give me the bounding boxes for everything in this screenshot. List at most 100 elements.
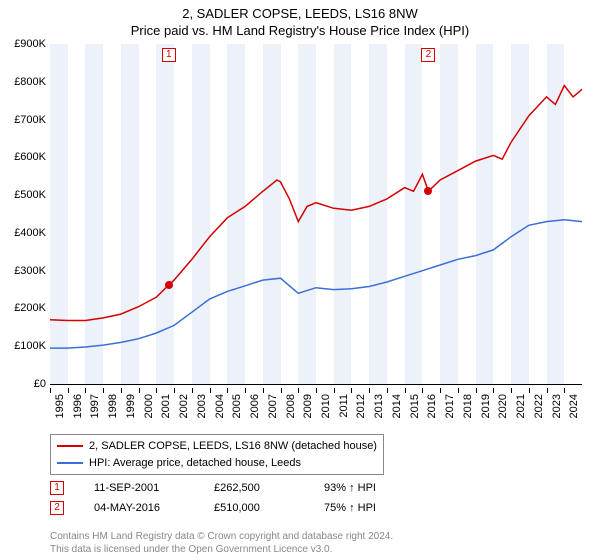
- x-tick: [103, 388, 104, 393]
- transaction-price: £262,500: [214, 482, 294, 494]
- x-tick: [351, 388, 352, 393]
- x-tick: [405, 388, 406, 393]
- x-axis-label: 2001: [160, 394, 172, 418]
- x-tick: [263, 388, 264, 393]
- x-tick: [139, 388, 140, 393]
- x-axis-label: 2003: [196, 394, 208, 418]
- x-tick: [422, 388, 423, 393]
- x-tick: [547, 388, 548, 393]
- transaction-marker: 2: [421, 48, 435, 62]
- x-axis-label: 2020: [497, 394, 509, 418]
- series-line-price_paid: [50, 86, 582, 321]
- x-axis-label: 2015: [409, 394, 421, 418]
- transaction-dot: [165, 281, 173, 289]
- x-axis-label: 2024: [568, 394, 580, 418]
- y-axis-label: £300K: [14, 265, 46, 277]
- y-axis-labels: £0£100K£200K£300K£400K£500K£600K£700K£80…: [0, 44, 48, 384]
- x-axis-label: 2013: [373, 394, 385, 418]
- transaction-badge: 1: [50, 481, 64, 495]
- legend-label-hpi: HPI: Average price, detached house, Leed…: [89, 455, 301, 472]
- x-tick: [529, 388, 530, 393]
- y-axis-label: £900K: [14, 38, 46, 50]
- x-tick: [476, 388, 477, 393]
- x-tick: [298, 388, 299, 393]
- transaction-row: 1 11-SEP-2001 £262,500 93% ↑ HPI: [50, 478, 404, 498]
- x-tick: [50, 388, 51, 393]
- legend-label-price: 2, SADLER COPSE, LEEDS, LS16 8NW (detach…: [89, 438, 377, 455]
- legend-row: 2, SADLER COPSE, LEEDS, LS16 8NW (detach…: [57, 438, 377, 455]
- x-axis-label: 2009: [302, 394, 314, 418]
- x-axis-label: 2005: [231, 394, 243, 418]
- footer-line1: Contains HM Land Registry data © Crown c…: [50, 530, 393, 543]
- footer-text: Contains HM Land Registry data © Crown c…: [50, 530, 393, 556]
- y-axis-label: £800K: [14, 76, 46, 88]
- title-sub: Price paid vs. HM Land Registry's House …: [0, 23, 600, 38]
- x-tick: [121, 388, 122, 393]
- transaction-hpi: 75% ↑ HPI: [324, 502, 404, 514]
- legend-swatch-hpi: [57, 462, 83, 464]
- x-axis-label: 2006: [249, 394, 261, 418]
- x-axis-label: 2008: [285, 394, 297, 418]
- x-tick: [493, 388, 494, 393]
- x-axis-label: 2016: [426, 394, 438, 418]
- transaction-row: 2 04-MAY-2016 £510,000 75% ↑ HPI: [50, 498, 404, 518]
- x-axis-label: 2002: [178, 394, 190, 418]
- x-axis-label: 2012: [355, 394, 367, 418]
- x-axis-label: 2014: [391, 394, 403, 418]
- y-axis-label: £400K: [14, 227, 46, 239]
- x-tick: [227, 388, 228, 393]
- x-axis-label: 1997: [89, 394, 101, 418]
- x-axis-label: 2017: [444, 394, 456, 418]
- chart-lines-svg: [50, 44, 582, 384]
- transaction-dot: [424, 187, 432, 195]
- legend-box: 2, SADLER COPSE, LEEDS, LS16 8NW (detach…: [50, 434, 384, 475]
- title-area: 2, SADLER COPSE, LEEDS, LS16 8NW Price p…: [0, 0, 600, 38]
- x-axis-label: 2010: [320, 394, 332, 418]
- transaction-hpi: 93% ↑ HPI: [324, 482, 404, 494]
- y-axis-label: £500K: [14, 189, 46, 201]
- x-axis-label: 2021: [515, 394, 527, 418]
- legend-row: HPI: Average price, detached house, Leed…: [57, 455, 377, 472]
- y-axis-label: £200K: [14, 302, 46, 314]
- x-tick: [334, 388, 335, 393]
- x-axis-label: 2000: [143, 394, 155, 418]
- transaction-price: £510,000: [214, 502, 294, 514]
- chart-container: 2, SADLER COPSE, LEEDS, LS16 8NW Price p…: [0, 0, 600, 560]
- x-axis-label: 1999: [125, 394, 137, 418]
- transaction-marker: 1: [162, 48, 176, 62]
- x-tick: [564, 388, 565, 393]
- x-tick: [85, 388, 86, 393]
- x-axis-label: 2007: [267, 394, 279, 418]
- x-axis-label: 2004: [214, 394, 226, 418]
- x-axis-labels: 1995199619971998199920002001200220032004…: [50, 388, 582, 436]
- x-tick: [458, 388, 459, 393]
- transaction-table: 1 11-SEP-2001 £262,500 93% ↑ HPI 2 04-MAY-201…: [50, 478, 404, 518]
- y-axis-label: £100K: [14, 340, 46, 352]
- x-tick: [511, 388, 512, 393]
- chart-plot-area: 12: [50, 44, 582, 385]
- x-tick: [387, 388, 388, 393]
- footer-line2: This data is licensed under the Open Gov…: [50, 543, 393, 556]
- transaction-date: 11-SEP-2001: [94, 482, 184, 494]
- x-axis-label: 1995: [54, 394, 66, 418]
- x-axis-label: 2018: [462, 394, 474, 418]
- x-axis-label: 1996: [72, 394, 84, 418]
- transaction-date: 04-MAY-2016: [94, 502, 184, 514]
- x-tick: [210, 388, 211, 393]
- x-axis-label: 2019: [480, 394, 492, 418]
- title-main: 2, SADLER COPSE, LEEDS, LS16 8NW: [0, 6, 600, 21]
- x-tick: [369, 388, 370, 393]
- x-axis-label: 2011: [338, 394, 350, 418]
- x-tick: [156, 388, 157, 393]
- x-tick: [68, 388, 69, 393]
- x-tick: [440, 388, 441, 393]
- series-line-hpi: [50, 220, 582, 348]
- x-axis-label: 2023: [551, 394, 563, 418]
- x-tick: [245, 388, 246, 393]
- x-tick: [281, 388, 282, 393]
- x-tick: [174, 388, 175, 393]
- x-tick: [192, 388, 193, 393]
- legend-swatch-price: [57, 445, 83, 447]
- x-tick: [316, 388, 317, 393]
- transaction-badge: 2: [50, 501, 64, 515]
